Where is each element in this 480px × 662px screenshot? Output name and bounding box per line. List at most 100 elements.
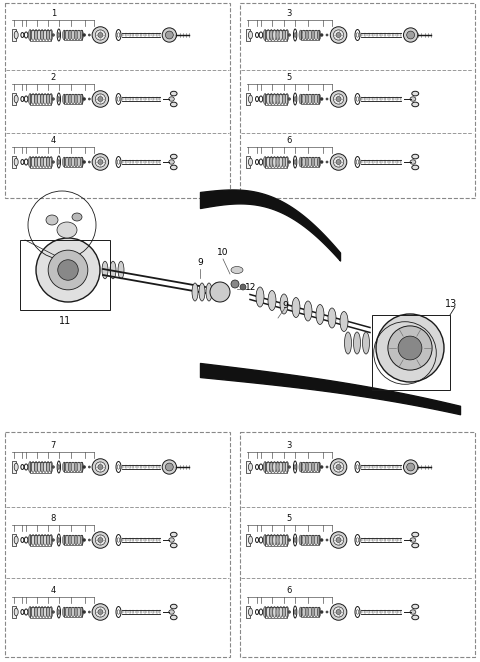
- Ellipse shape: [62, 94, 66, 104]
- Ellipse shape: [72, 462, 74, 472]
- Circle shape: [326, 611, 328, 613]
- Ellipse shape: [57, 461, 60, 473]
- Ellipse shape: [40, 156, 44, 167]
- Circle shape: [52, 539, 55, 542]
- Circle shape: [58, 260, 78, 280]
- Text: 8: 8: [50, 514, 56, 523]
- Circle shape: [320, 465, 323, 469]
- Ellipse shape: [308, 607, 312, 617]
- Ellipse shape: [58, 465, 60, 469]
- Ellipse shape: [276, 30, 279, 40]
- Ellipse shape: [299, 535, 302, 545]
- Ellipse shape: [77, 462, 81, 472]
- Circle shape: [320, 34, 323, 36]
- Ellipse shape: [65, 157, 69, 167]
- Ellipse shape: [169, 610, 174, 614]
- Circle shape: [92, 26, 108, 43]
- Ellipse shape: [270, 93, 273, 105]
- Ellipse shape: [292, 297, 300, 318]
- Circle shape: [95, 94, 106, 104]
- Ellipse shape: [280, 294, 288, 314]
- Ellipse shape: [276, 461, 279, 473]
- Circle shape: [83, 34, 85, 36]
- Ellipse shape: [256, 287, 264, 307]
- Ellipse shape: [264, 461, 267, 473]
- Ellipse shape: [37, 534, 41, 545]
- Circle shape: [404, 28, 418, 42]
- Ellipse shape: [314, 462, 318, 472]
- Ellipse shape: [299, 462, 302, 472]
- Text: 12: 12: [245, 283, 256, 291]
- Circle shape: [166, 31, 173, 39]
- Ellipse shape: [264, 534, 267, 545]
- Ellipse shape: [249, 608, 252, 616]
- Ellipse shape: [355, 156, 360, 167]
- Ellipse shape: [47, 93, 50, 105]
- Ellipse shape: [255, 32, 259, 38]
- Text: 10: 10: [217, 248, 229, 257]
- Ellipse shape: [312, 94, 315, 104]
- Ellipse shape: [279, 534, 283, 545]
- Circle shape: [330, 154, 347, 170]
- Ellipse shape: [302, 30, 305, 40]
- Ellipse shape: [356, 610, 359, 614]
- Bar: [30, 606, 51, 618]
- Ellipse shape: [116, 606, 121, 618]
- Ellipse shape: [410, 610, 416, 614]
- Ellipse shape: [35, 534, 38, 545]
- Ellipse shape: [317, 157, 321, 167]
- Ellipse shape: [314, 30, 318, 40]
- Ellipse shape: [169, 160, 174, 164]
- Ellipse shape: [259, 96, 263, 102]
- Ellipse shape: [356, 33, 359, 37]
- Ellipse shape: [65, 607, 69, 617]
- Ellipse shape: [69, 535, 72, 545]
- Ellipse shape: [28, 606, 32, 618]
- Ellipse shape: [35, 606, 38, 618]
- Ellipse shape: [44, 534, 47, 545]
- Circle shape: [166, 463, 173, 471]
- Ellipse shape: [57, 222, 77, 238]
- Ellipse shape: [293, 29, 297, 41]
- Ellipse shape: [355, 606, 360, 618]
- Ellipse shape: [21, 97, 24, 101]
- Circle shape: [288, 161, 291, 164]
- Circle shape: [336, 32, 341, 38]
- Ellipse shape: [44, 156, 47, 167]
- Text: 9: 9: [197, 258, 203, 267]
- Ellipse shape: [410, 538, 416, 542]
- Ellipse shape: [170, 102, 177, 107]
- Circle shape: [95, 607, 106, 617]
- Ellipse shape: [249, 31, 252, 39]
- Ellipse shape: [305, 535, 309, 545]
- Ellipse shape: [14, 608, 18, 616]
- Text: 4: 4: [51, 136, 56, 145]
- Ellipse shape: [294, 97, 296, 101]
- Circle shape: [98, 160, 103, 164]
- Ellipse shape: [118, 261, 124, 279]
- Ellipse shape: [285, 606, 289, 618]
- Circle shape: [95, 462, 106, 472]
- Ellipse shape: [24, 537, 28, 543]
- Ellipse shape: [24, 159, 28, 165]
- Ellipse shape: [356, 465, 359, 469]
- Ellipse shape: [308, 94, 312, 104]
- Circle shape: [98, 538, 103, 542]
- Bar: [12, 461, 16, 473]
- Ellipse shape: [314, 607, 318, 617]
- Bar: [300, 157, 319, 167]
- Ellipse shape: [356, 160, 359, 164]
- Ellipse shape: [294, 538, 296, 542]
- Circle shape: [52, 98, 55, 101]
- Ellipse shape: [46, 215, 58, 225]
- Ellipse shape: [317, 535, 321, 545]
- Ellipse shape: [80, 535, 84, 545]
- Ellipse shape: [192, 283, 198, 301]
- Ellipse shape: [213, 283, 219, 301]
- Ellipse shape: [49, 606, 53, 618]
- Ellipse shape: [32, 461, 35, 473]
- Bar: [20, 240, 110, 310]
- Circle shape: [326, 161, 328, 163]
- Ellipse shape: [40, 461, 44, 473]
- Bar: [265, 534, 287, 545]
